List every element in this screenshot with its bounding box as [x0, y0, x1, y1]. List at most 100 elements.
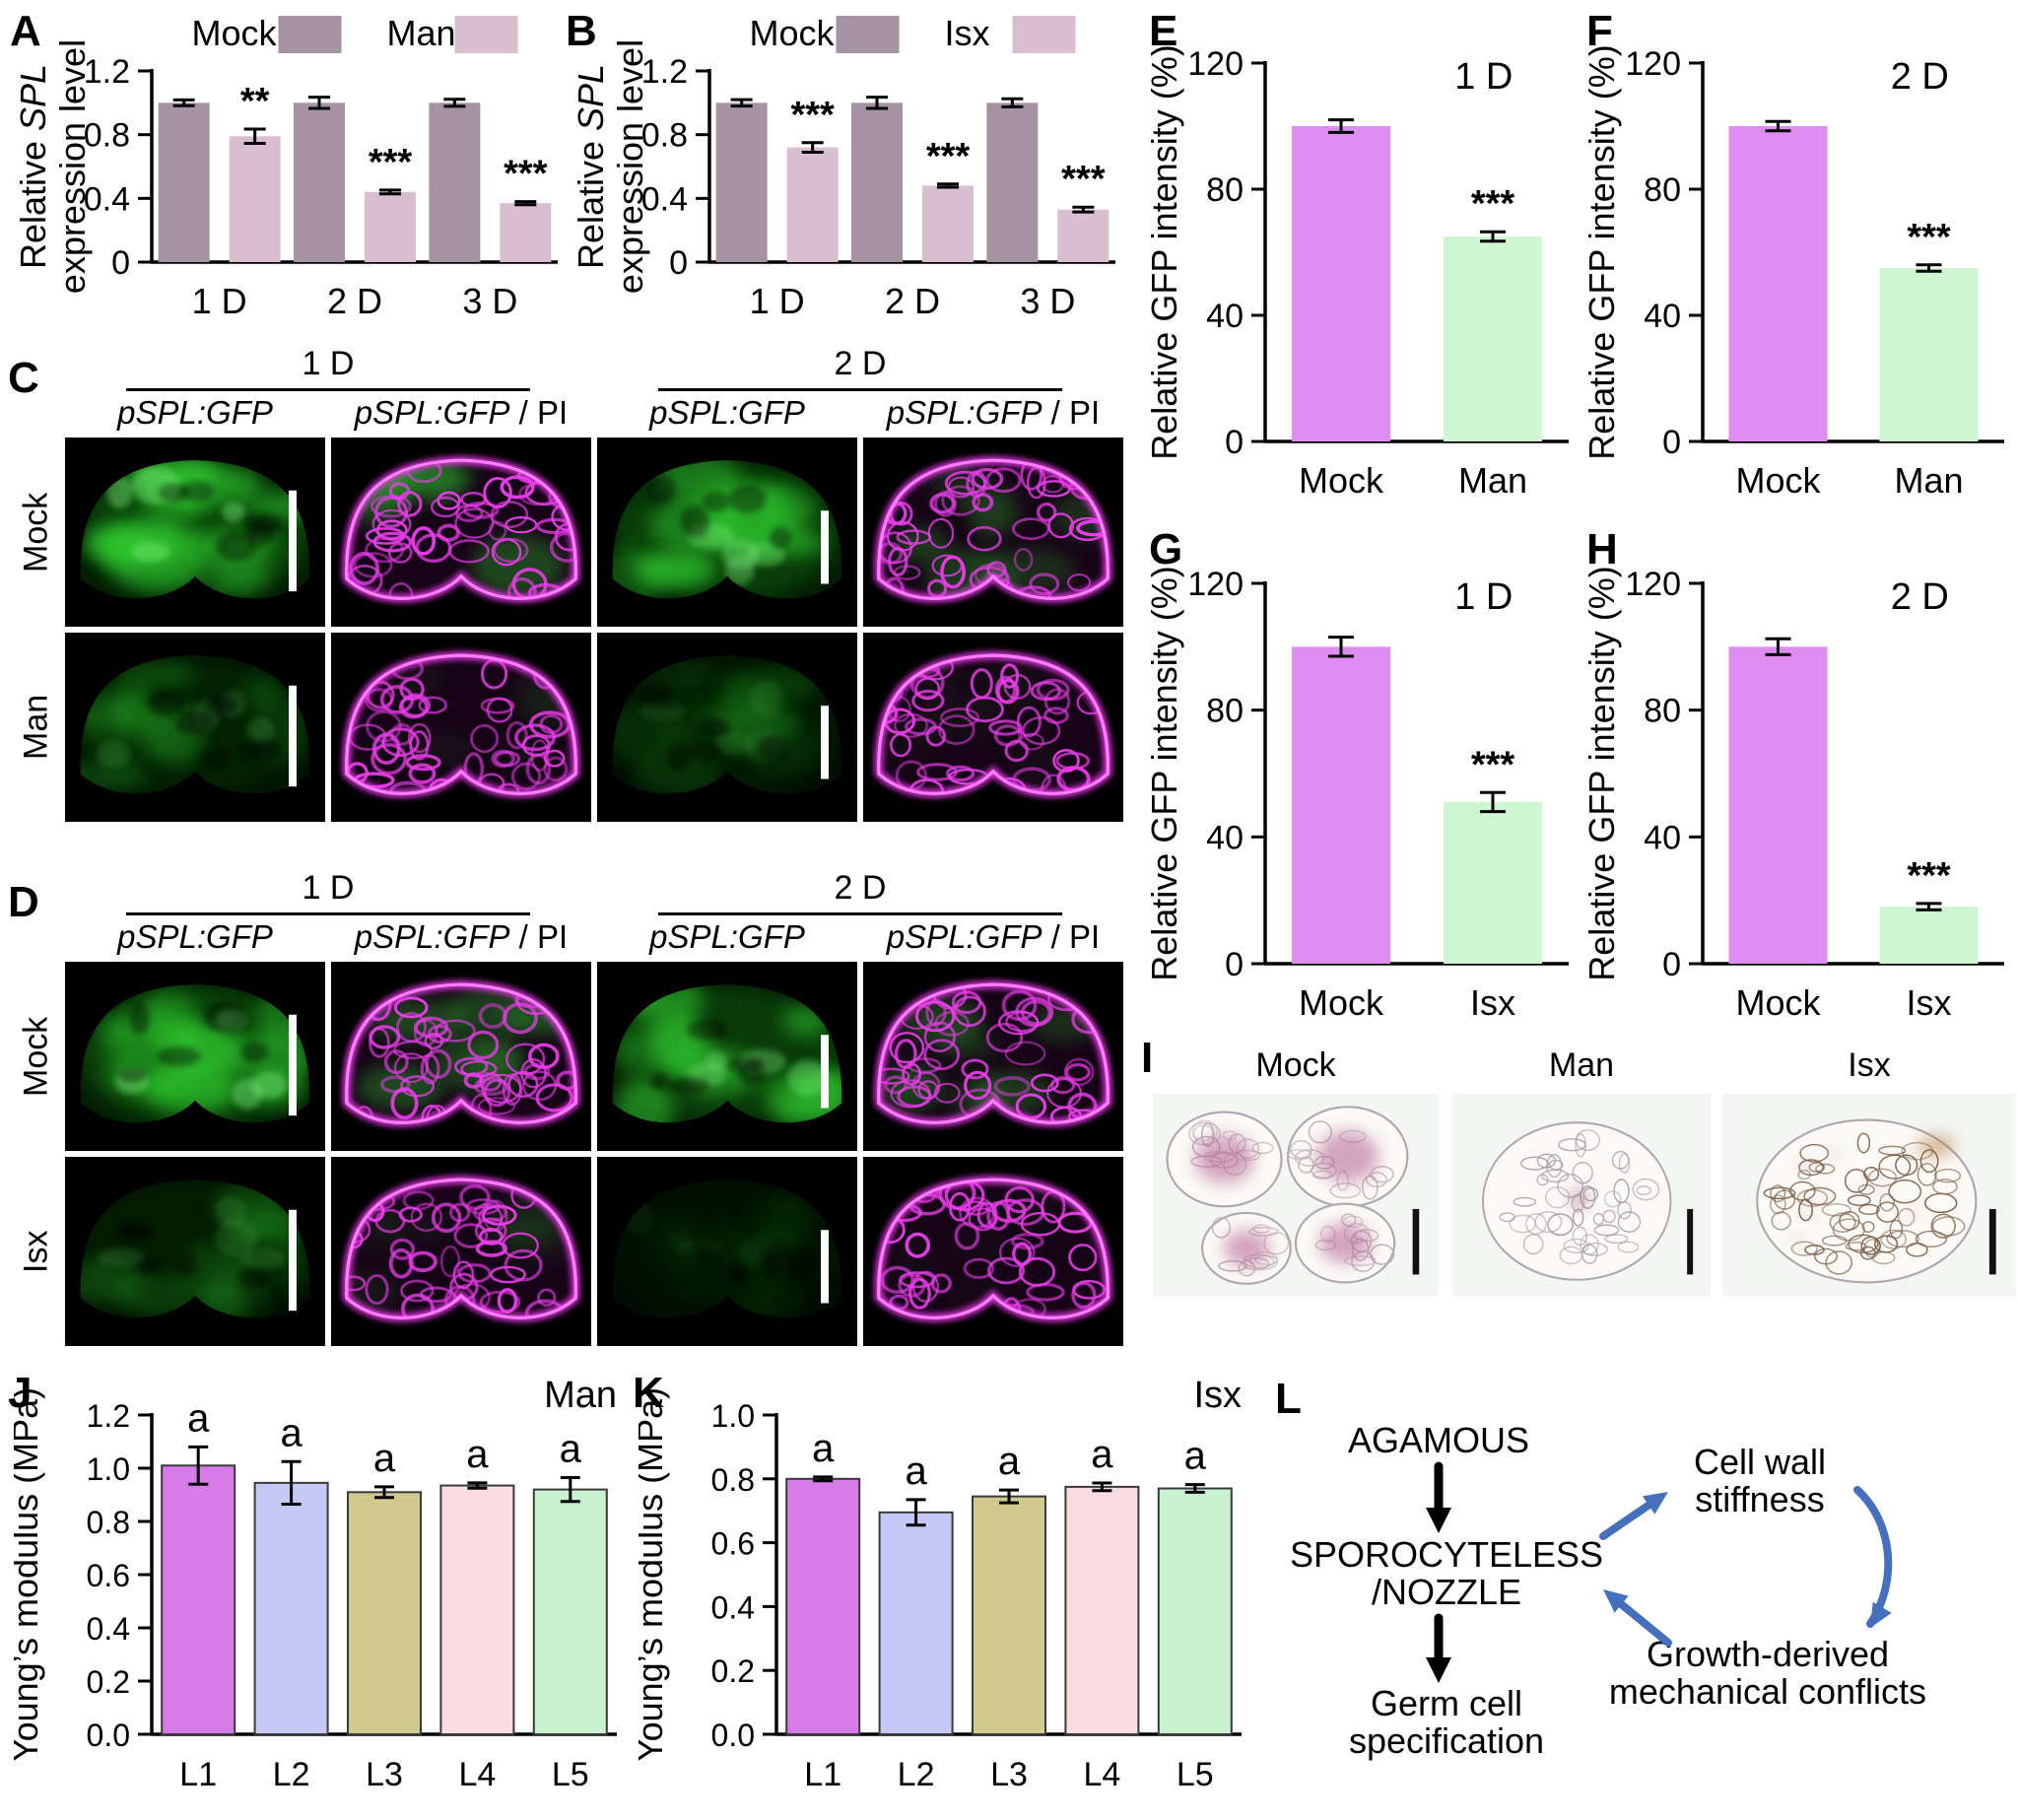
spl-node-line1: SPOROCYTELESS — [1290, 1534, 1603, 1575]
label-segment: / PI — [509, 394, 569, 431]
x-category-label: Mock — [1735, 982, 1821, 1023]
micro-image-cell — [863, 962, 1123, 1151]
significance-stars: *** — [369, 142, 413, 183]
scale-bar — [289, 1014, 297, 1116]
y-axis-label: Relative GFP intensity (%) — [1586, 566, 1622, 980]
panel-b: B 1.2 0.8 0.4 0 Relative SPL expression level… — [564, 6, 1123, 339]
significance-stars: ** — [240, 81, 270, 122]
x-category-label: L1 — [179, 1756, 217, 1793]
micro-group-title: 2 D — [834, 869, 887, 907]
x-category-label: 2 D — [885, 281, 940, 321]
micro-gfp-image — [597, 633, 857, 822]
panel-k: K 1.0 0.8 0.6 0.4 0.2 0.0 Young’s modulus (MPa… — [630, 1370, 1251, 1815]
bar — [1157, 1487, 1233, 1735]
micro-image-cell — [65, 633, 325, 822]
stat-letter: a — [280, 1411, 303, 1454]
x-category-label: L2 — [273, 1756, 310, 1793]
label-segment: pSPL:GFP — [354, 918, 510, 955]
y-tick-label: 40 — [1644, 819, 1681, 856]
micro-column-label: pSPL:GFP — [589, 918, 865, 956]
panel-e: E 120 80 40 0 Relative GFP intensity (%) *** M… — [1144, 4, 1581, 515]
scale-bar — [821, 706, 829, 779]
histology-title-isx: Isx — [1848, 1046, 1891, 1084]
significance-stars: *** — [926, 136, 971, 177]
y-tick-label: 0.8 — [87, 1505, 130, 1540]
panel-i: I Mock Man Isx — [1139, 1031, 2018, 1356]
significance-stars: *** — [790, 95, 835, 136]
arrow-spl-to-cellwall — [1599, 1497, 1659, 1540]
x-category-label: Man — [1894, 460, 1963, 501]
micro-group-underline — [126, 912, 530, 915]
micro-image-cell — [597, 438, 857, 627]
histology-image-cell — [1153, 1094, 1439, 1302]
y-tick-label: 80 — [1206, 693, 1244, 730]
panel-f: F 120 80 40 0 Relative GFP intensity (%) *** M… — [1581, 4, 2016, 514]
bar — [1292, 646, 1390, 964]
x-category-label: 1 D — [192, 281, 247, 321]
bar — [972, 1495, 1046, 1736]
y-tick-label: 0 — [1225, 424, 1244, 461]
panel-label-g: G — [1149, 525, 1183, 573]
histology-row: Mock Man Isx — [1139, 1031, 2018, 1356]
stat-letter: a — [187, 1396, 210, 1440]
y-tick-label: 0.8 — [84, 117, 130, 155]
bar — [1444, 801, 1542, 964]
x-category-label: 3 D — [1020, 281, 1075, 321]
y-tick-label: 0 — [1225, 946, 1244, 983]
arrowhead — [1642, 1492, 1668, 1515]
y-tick-label: 0.6 — [87, 1558, 130, 1593]
significance-stars: *** — [1061, 159, 1106, 200]
micro-group-underline — [126, 388, 530, 391]
chart-title: 1 D — [1454, 56, 1513, 98]
panel-h: H 120 80 40 0 Relative GFP intensity (%) *** M… — [1581, 522, 2016, 1038]
y-axis-label: expression level — [610, 39, 650, 294]
micro-column-label: pSPL:GFP — [589, 394, 865, 432]
cell-wall-node-line1: Cell wall — [1694, 1442, 1826, 1482]
bar — [158, 102, 210, 262]
y-tick-label: 120 — [1625, 566, 1681, 603]
bar — [1064, 1485, 1140, 1736]
micro-gfp-image — [597, 962, 857, 1151]
chart-gfp-isx-2d: 120 80 40 0 Relative GFP intensity (%) *** Moc… — [1581, 526, 2014, 1038]
panel-g: G 120 80 40 0 Relative GFP intensity (%) *** M… — [1144, 522, 1581, 1035]
micro-pi-image — [863, 1157, 1123, 1346]
panel-label-a: A — [10, 7, 41, 55]
arrow-growth-to-spl — [1612, 1595, 1672, 1647]
y-tick-label: 1.0 — [711, 1398, 755, 1434]
agamous-node: AGAMOUS — [1348, 1420, 1529, 1460]
chart-gfp-man-1d: 120 80 40 0 Relative GFP intensity (%) *** Moc… — [1144, 6, 1579, 515]
bar — [986, 102, 1039, 262]
micro-column-label: pSPL:GFP / PI — [855, 918, 1131, 956]
legend-swatch — [1012, 16, 1076, 53]
micro-image-cell — [597, 962, 857, 1151]
micro-row-label: Isx — [17, 1230, 55, 1273]
micro-group-title: 1 D — [302, 869, 355, 907]
micro-image-cell — [331, 438, 591, 627]
y-tick-label: 120 — [1187, 566, 1244, 603]
micro-image-cell — [331, 1157, 591, 1346]
label-segment: pSPL:GFP — [649, 918, 805, 955]
germ-cell-node-line2: specification — [1349, 1720, 1544, 1761]
scale-bar — [1687, 1208, 1694, 1275]
legend-swatch — [836, 16, 900, 53]
y-tick-label: 40 — [1206, 819, 1244, 856]
y-tick-label: 0 — [1662, 946, 1681, 983]
y-tick-label: 0.4 — [87, 1611, 130, 1647]
x-category-label: L3 — [366, 1756, 403, 1793]
y-tick-label: 0.4 — [641, 180, 688, 218]
micro-row-label: Man — [17, 694, 55, 761]
label-segment: pSPL:GFP — [117, 918, 273, 955]
x-category-label: L3 — [990, 1756, 1028, 1793]
y-tick-label: 80 — [1644, 171, 1681, 209]
spl-node-line2: /NOZZLE — [1372, 1572, 1521, 1612]
y-axis-label: Young’s modulus (MPa) — [14, 1387, 45, 1762]
bar — [1292, 126, 1390, 441]
y-tick-label: 80 — [1644, 693, 1681, 730]
scale-bar — [821, 1035, 829, 1109]
x-category-label: 1 D — [750, 281, 805, 321]
micro-column-label: pSPL:GFP — [57, 394, 333, 432]
y-tick-label: 0 — [1662, 424, 1681, 461]
scale-bar — [821, 510, 829, 584]
